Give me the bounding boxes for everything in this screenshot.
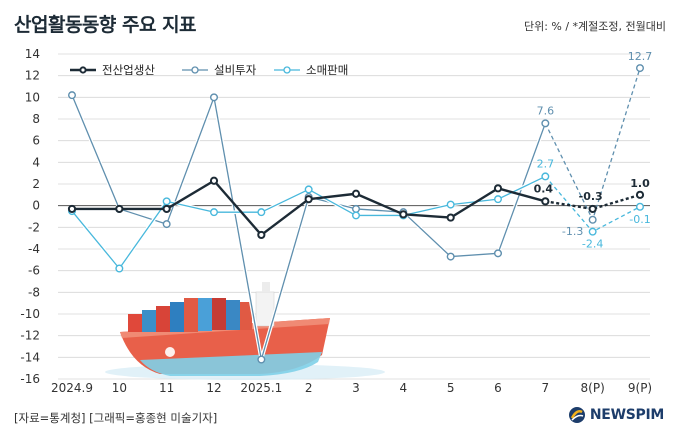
data-point	[304, 185, 313, 194]
data-point	[352, 211, 361, 220]
data-point	[351, 189, 361, 198]
data-point	[115, 204, 124, 214]
data-label: 0.4	[534, 182, 554, 195]
data-point	[636, 202, 645, 211]
legend-swatch-marker	[191, 66, 199, 74]
data-point	[493, 184, 503, 193]
data-point	[209, 208, 218, 217]
y-tick-label: 0	[32, 199, 40, 213]
data-point	[446, 252, 455, 261]
data-point	[635, 190, 645, 199]
legend-swatch-marker	[79, 66, 87, 74]
y-tick-label: -16	[20, 372, 40, 386]
y-tick-label: -14	[20, 350, 40, 364]
data-label: 1.0	[630, 177, 650, 190]
legend-label: 전산업생산	[102, 63, 155, 77]
data-point	[67, 91, 76, 100]
data-point	[446, 213, 455, 222]
data-point	[588, 227, 597, 236]
data-label: 2.7	[537, 157, 555, 170]
x-tick-label: 2025.1	[240, 381, 282, 395]
data-point	[588, 204, 597, 214]
x-tick-label: 2024.9	[51, 381, 93, 395]
y-tick-label: -12	[20, 329, 40, 343]
data-point	[636, 64, 645, 73]
x-tick-label: 8(P)	[581, 381, 605, 395]
y-tick-label: -10	[20, 307, 40, 321]
data-point	[541, 172, 550, 181]
logo-text: NEWSPIM	[589, 407, 664, 423]
x-tick-label: 9(P)	[628, 381, 652, 395]
data-point	[67, 204, 77, 214]
data-point	[162, 197, 171, 206]
y-tick-label: -8	[28, 285, 40, 299]
data-point	[588, 215, 597, 224]
legend-swatch-marker	[283, 66, 291, 74]
data-point	[304, 195, 313, 204]
source-note: [자료=통계청] [그래픽=홍종현 미술기자]	[14, 411, 218, 425]
y-tick-label: -6	[28, 264, 40, 278]
legend: 전산업생산 설비투자 소매판매	[70, 63, 348, 77]
data-point	[399, 210, 408, 219]
y-tick-label: 14	[25, 47, 40, 61]
series-lines	[67, 64, 645, 364]
data-point	[494, 195, 503, 204]
x-tick-label: 10	[112, 381, 127, 395]
logo-mark-icon	[568, 407, 585, 423]
y-tick-label: 8	[32, 112, 40, 126]
data-point	[541, 119, 550, 128]
y-tick-label: 10	[25, 90, 40, 104]
data-point	[115, 264, 124, 273]
page-title: 산업활동동향 주요 지표	[14, 14, 197, 36]
y-tick-label: 4	[32, 155, 40, 169]
legend-label: 소매판매	[306, 63, 348, 77]
x-tick-label: 5	[447, 381, 455, 395]
legend-label: 설비투자	[214, 63, 257, 77]
line-chart: 14 12 10 8 6 4 2 0 -2 -4 -6 -8 -10 -12 -14 -16 2024.9 10…	[20, 47, 653, 395]
data-point	[257, 230, 266, 240]
x-tick-label: 11	[159, 381, 174, 395]
x-axis-ticks: 2024.9 10 11 12 2025.1 2 3 4 5 6 7 8(P) 9(P)	[51, 381, 652, 395]
unit-note: 단위: % / *계절조정, 전월대비	[523, 20, 666, 33]
x-tick-label: 2	[305, 381, 313, 395]
data-labels: 7.6 -1.3 12.7 2.7 -2.4 -0.1 0.4 -0.3 1.0	[534, 50, 653, 251]
data-point	[494, 249, 503, 258]
data-point	[257, 355, 266, 364]
cargo-ship-illustration	[105, 282, 385, 380]
newspim-logo: NEWSPIM	[568, 406, 664, 424]
y-tick-label: -4	[28, 242, 40, 256]
data-label: 12.7	[628, 50, 653, 63]
data-point	[446, 200, 455, 209]
x-tick-label: 3	[352, 381, 360, 395]
data-label: -1.3	[562, 225, 583, 238]
data-label: -0.3	[579, 190, 603, 203]
y-tick-label: 6	[32, 134, 40, 148]
data-label: -2.4	[582, 238, 603, 251]
data-label: -0.1	[629, 213, 650, 226]
x-tick-label: 7	[542, 381, 550, 395]
x-tick-label: 12	[206, 381, 221, 395]
data-label: 7.6	[537, 104, 555, 117]
x-tick-label: 6	[494, 381, 502, 395]
data-point	[352, 204, 361, 213]
data-point	[209, 176, 219, 185]
data-point	[162, 220, 171, 229]
data-point	[541, 197, 550, 206]
y-tick-label: 12	[25, 69, 40, 83]
x-tick-label: 4	[400, 381, 408, 395]
y-tick-label: 2	[32, 177, 40, 191]
data-point	[257, 208, 266, 217]
data-point	[209, 93, 218, 102]
y-tick-label: -2	[28, 220, 40, 234]
y-axis-ticks: 14 12 10 8 6 4 2 0 -2 -4 -6 -8 -10 -12 -14 -16	[20, 47, 40, 386]
data-point	[162, 204, 171, 214]
